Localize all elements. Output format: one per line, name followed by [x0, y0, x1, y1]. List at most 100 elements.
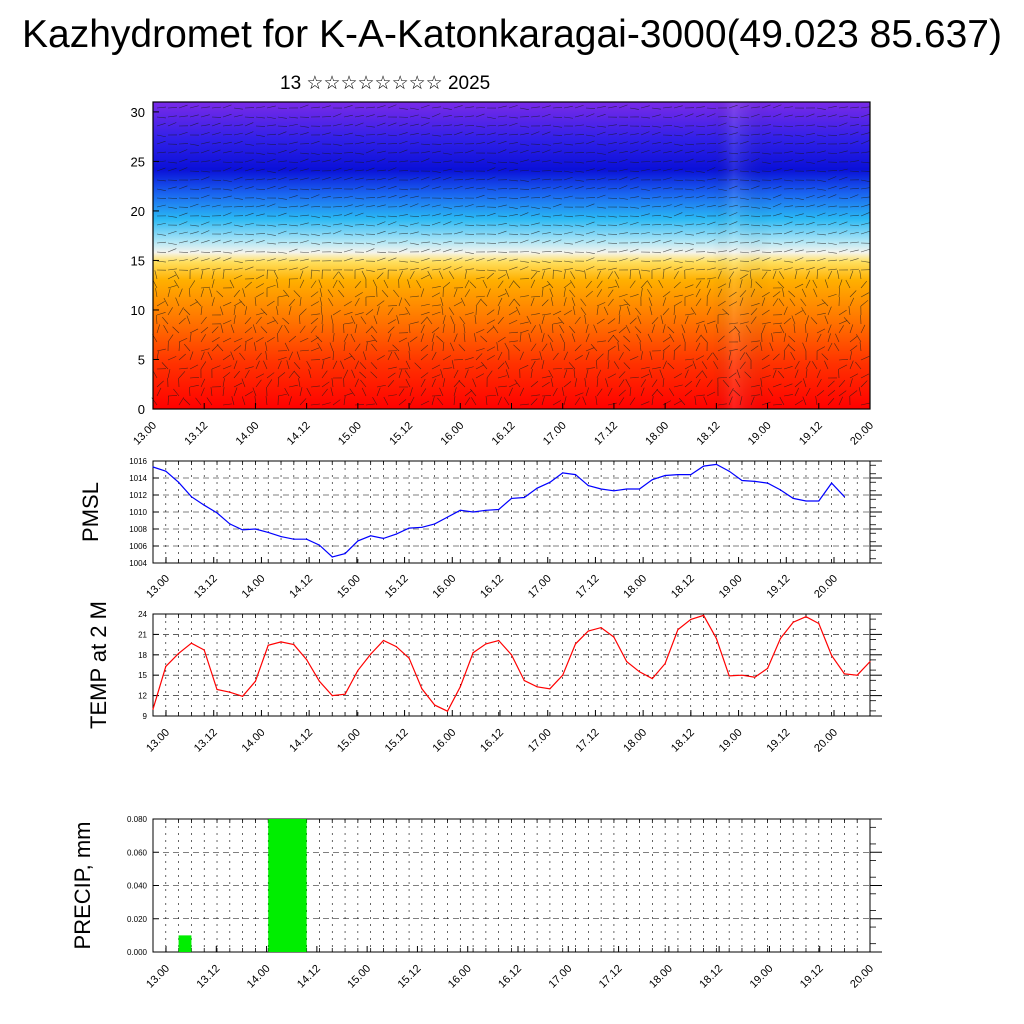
wind-barb — [464, 258, 474, 262]
wind-barb — [585, 387, 589, 397]
wind-barb — [662, 141, 672, 145]
wind-barb — [331, 378, 334, 388]
wind-barb — [618, 293, 628, 298]
wind-barb — [596, 340, 606, 343]
wind-barb — [739, 260, 749, 262]
pmsl-point — [267, 531, 269, 534]
wind-barb — [189, 188, 199, 190]
wind-barb — [288, 279, 290, 289]
wind-barb — [405, 307, 411, 316]
wind-barb — [550, 378, 554, 388]
wind-barb — [220, 324, 224, 334]
wind-barb — [860, 196, 870, 199]
wind-barb — [508, 387, 513, 397]
wind-barb — [409, 195, 419, 199]
wind-barb — [629, 280, 636, 289]
wind-barb — [728, 231, 738, 235]
wind-barb — [453, 359, 464, 361]
wind-barb — [519, 333, 522, 343]
wind-barb — [859, 270, 862, 280]
wind-barb — [582, 396, 587, 406]
wind-barb — [222, 354, 231, 361]
wind-barb — [530, 394, 540, 397]
pmsl-point — [792, 497, 794, 499]
wind-barb — [739, 361, 746, 370]
wind-barb — [816, 212, 826, 217]
wind-barb — [321, 356, 331, 361]
wind-barb — [794, 387, 800, 397]
wind-barb — [548, 369, 554, 379]
wind-barb — [607, 298, 614, 307]
wind-barb — [244, 366, 254, 370]
wind-barb — [387, 380, 395, 388]
x-tick-label: 17.00 — [526, 573, 554, 601]
wind-barb — [651, 317, 659, 325]
temp-point — [536, 686, 538, 688]
wind-barb — [618, 159, 628, 163]
wind-barb — [651, 224, 661, 226]
wind-barb — [662, 266, 672, 271]
wind-barb — [442, 107, 452, 110]
wind-barb — [354, 242, 364, 245]
wind-barb — [574, 233, 584, 236]
wind-barb — [684, 188, 694, 191]
wind-barb — [200, 348, 210, 352]
wind-barb — [244, 131, 254, 136]
pmsl-point — [741, 479, 743, 482]
wind-barb — [662, 378, 665, 388]
wind-barb — [343, 392, 353, 397]
wind-barb — [475, 125, 485, 128]
wind-barb — [398, 248, 408, 253]
wind-barb — [816, 333, 822, 343]
wind-barb — [409, 215, 419, 217]
x-tick-label: 16.12 — [490, 420, 518, 448]
wind-barb — [464, 390, 473, 397]
wind-barb — [200, 141, 210, 145]
wind-barb — [563, 260, 573, 263]
wind-barb — [563, 185, 573, 190]
wind-barb — [442, 315, 446, 325]
wind-barb — [629, 107, 639, 110]
temp-point — [421, 688, 423, 690]
x-tick-label: 19.00 — [746, 420, 774, 448]
wind-barb — [288, 384, 298, 388]
wind-barb — [277, 160, 287, 163]
wind-barb — [838, 325, 844, 334]
wind-barb — [332, 360, 338, 370]
wind-barb — [233, 107, 243, 110]
wind-barb — [486, 346, 496, 352]
wind-barb — [189, 301, 198, 307]
wind-barb — [200, 334, 206, 343]
temp-point — [690, 618, 692, 621]
wind-barb — [541, 240, 551, 244]
wind-barb — [332, 230, 342, 235]
wind-barb — [805, 270, 810, 280]
pmsl-point — [651, 479, 653, 481]
wind-barb — [838, 230, 848, 235]
wind-barb — [431, 242, 441, 245]
wind-barb — [255, 373, 265, 379]
wind-barb — [580, 298, 587, 307]
wind-barb — [860, 292, 870, 298]
wind-barb — [409, 177, 419, 181]
wind-barb — [783, 383, 793, 388]
x-tick-label: 16.12 — [478, 573, 506, 601]
wind-barb — [772, 224, 782, 227]
wind-barb — [189, 257, 199, 262]
wind-barb — [453, 214, 463, 217]
wind-barb — [497, 351, 503, 361]
x-tick-label: 16.00 — [446, 963, 474, 991]
wind-barb — [376, 230, 386, 235]
wind-barb — [834, 343, 840, 352]
wind-barb — [420, 274, 430, 280]
wind-barb — [640, 205, 650, 208]
wind-barb — [640, 280, 648, 289]
wind-barb — [636, 334, 642, 343]
wind-barb — [793, 324, 796, 334]
wind-barb — [563, 143, 573, 146]
pmsl-point — [843, 496, 845, 498]
wind-barb — [431, 351, 437, 361]
wind-barb — [750, 268, 760, 271]
wind-barb — [789, 298, 796, 307]
wind-barb — [277, 324, 283, 334]
